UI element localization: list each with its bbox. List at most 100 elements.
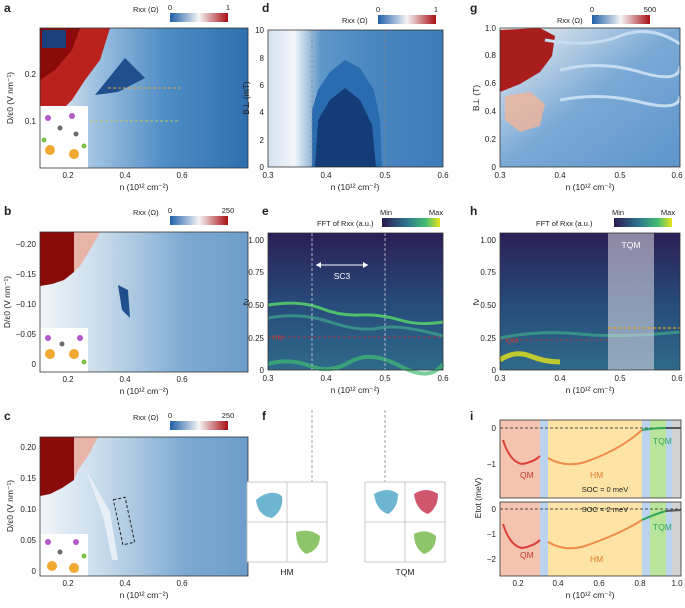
colorbar-g xyxy=(592,15,650,24)
ytick-d-0: 0 xyxy=(260,163,265,172)
ytick-i-top-1: −1 xyxy=(487,460,497,469)
panel-label-h: h xyxy=(470,204,477,218)
ytick-i-top-0: 0 xyxy=(492,424,497,433)
annot-sc3: SC3 xyxy=(334,271,351,281)
xtick-i-0: 0.2 xyxy=(512,579,524,588)
panel-label-e: e xyxy=(262,204,269,218)
colorbar-a xyxy=(170,13,228,22)
label-hm-top: HM xyxy=(590,470,603,480)
ytick-c-3: 0.05 xyxy=(20,536,36,545)
colorbar-e xyxy=(382,218,440,227)
panel-label-c: c xyxy=(4,409,11,423)
label-qm-top: QM xyxy=(520,470,534,480)
cbar-min-d: 0 xyxy=(376,5,380,14)
xtick-g-1: 0.4 xyxy=(554,171,566,180)
crystal-inset-a xyxy=(40,106,88,168)
panel-c: c Rxx (Ω) 0 250 0.20 0.15 0.10 0.05 0 0.… xyxy=(4,409,249,600)
ytick-g-5: 1.0 xyxy=(485,24,497,33)
xtick-e-3: 0.6 xyxy=(437,374,449,383)
xlabel-a: n (10¹² cm⁻²) xyxy=(120,182,169,192)
panel-i: i QM HM TQM SOC = 0 meV 0 −1 xyxy=(470,409,683,600)
ytick-g-3: 0.6 xyxy=(485,79,497,88)
panel-label-a: a xyxy=(4,1,11,15)
xtick-h-1: 0.4 xyxy=(554,374,566,383)
panel-label-i: i xyxy=(470,409,473,423)
colorbar-c xyxy=(170,421,228,430)
heatmap-e xyxy=(268,233,443,370)
ytick-e-3: 0.75 xyxy=(248,268,264,277)
label-qm-bottom: QM xyxy=(520,550,534,560)
ytick-g-0: 0 xyxy=(492,163,497,172)
xtick-g-3: 0.6 xyxy=(671,171,683,180)
crystal-inset-b xyxy=(40,328,88,372)
cbar-title-b: Rxx (Ω) xyxy=(133,208,159,217)
ylabel-h: fν xyxy=(471,299,481,306)
ytick-h-1: 0.25 xyxy=(480,334,496,343)
ytick-g-1: 0.2 xyxy=(485,135,497,144)
ytick-i-bot-0: 0 xyxy=(492,505,497,514)
cbar-max-h: Max xyxy=(661,208,675,217)
ytick-c-4: 0 xyxy=(32,567,37,576)
ytick-b-0: −0.20 xyxy=(16,240,37,249)
xtick-a-0: 0.2 xyxy=(62,171,74,180)
ylabel-d: B⊥ (mT) xyxy=(241,81,251,115)
cbar-title-g: Rxx (Ω) xyxy=(557,16,583,25)
xlabel-c: n (10¹² cm⁻²) xyxy=(120,590,169,600)
xtick-i-1: 0.4 xyxy=(552,579,564,588)
panel-label-d: d xyxy=(262,1,269,15)
cbar-min-h: Min xyxy=(612,208,624,217)
cbar-title-h: FFT of Rxx (a.u.) xyxy=(536,219,593,228)
ytick-h-3: 0.75 xyxy=(480,268,496,277)
cbar-min-b: 0 xyxy=(168,206,172,215)
cbar-min-c: 0 xyxy=(168,411,172,420)
ytick-e-1: 0.25 xyxy=(248,334,264,343)
xtick-b-2: 0.6 xyxy=(176,375,188,384)
ytick-d-4: 8 xyxy=(260,54,265,63)
ytick-i-bot-2: −2 xyxy=(487,555,497,564)
ytick-b-1: −0.15 xyxy=(16,270,37,279)
xtick-i-2: 0.6 xyxy=(593,579,605,588)
cbar-max-a: 1 xyxy=(226,3,230,12)
ytick-d-5: 10 xyxy=(255,26,264,35)
ytick-g-4: 0.8 xyxy=(485,51,497,60)
ytick-e-4: 1.00 xyxy=(248,236,264,245)
xlabel-g: n (10¹² cm⁻²) xyxy=(566,182,615,192)
xlabel-b: n (10¹² cm⁻²) xyxy=(120,386,169,396)
ylabel-a: D/ε0 (V nm⁻¹) xyxy=(5,72,15,124)
xtick-h-2: 0.5 xyxy=(614,374,626,383)
xtick-i-3: 0.8 xyxy=(634,579,646,588)
cbar-min-e: Min xyxy=(380,208,392,217)
panel-e: e FFT of Rxx (a.u.) Min Max SC3 HM 0 0.2… xyxy=(241,204,449,395)
ytick-c-1: 0.15 xyxy=(20,474,36,483)
label-hm-bottom: HM xyxy=(590,554,603,564)
ytick-d-1: 2 xyxy=(260,136,265,145)
panel-h: h FFT of Rxx (a.u.) Min Max TQM QM 0 0.2… xyxy=(470,204,683,395)
xtick-b-1: 0.4 xyxy=(119,375,131,384)
crystal-inset-c xyxy=(40,534,88,576)
label-tqm-top: TQM xyxy=(653,436,672,446)
xlabel-d: n (10¹² cm⁻²) xyxy=(331,182,380,192)
panel-f: f HM TQM xyxy=(246,409,446,577)
xlabel-i: n (10¹² cm⁻²) xyxy=(566,590,615,600)
xtick-g-0: 0.3 xyxy=(494,171,506,180)
cbar-min-a: 0 xyxy=(168,3,172,12)
ytick-b-4: 0 xyxy=(32,360,37,369)
xtick-e-2: 0.5 xyxy=(379,374,391,383)
ytick-b-2: −0.10 xyxy=(16,300,37,309)
xtick-c-2: 0.6 xyxy=(176,579,188,588)
colorbar-h xyxy=(614,218,672,227)
xtick-c-0: 0.2 xyxy=(62,579,74,588)
colorbar-b xyxy=(170,216,228,225)
cbar-title-e: FFT of Rxx (a.u.) xyxy=(317,219,374,228)
xtick-h-3: 0.6 xyxy=(671,374,683,383)
soc-top: SOC = 0 meV xyxy=(582,485,628,494)
cbar-max-d: 1 xyxy=(434,5,438,14)
ylabel-c: D/ε0 (V nm⁻¹) xyxy=(5,480,15,532)
xlabel-h: n (10¹² cm⁻²) xyxy=(566,385,615,395)
xtick-i-4: 1.0 xyxy=(671,579,683,588)
ytick-h-0: 0 xyxy=(492,366,497,375)
cbar-max-b: 250 xyxy=(222,206,235,215)
caption-tqm: TQM xyxy=(396,567,415,577)
ytick-d-3: 6 xyxy=(260,81,265,90)
panel-label-f: f xyxy=(262,409,267,423)
